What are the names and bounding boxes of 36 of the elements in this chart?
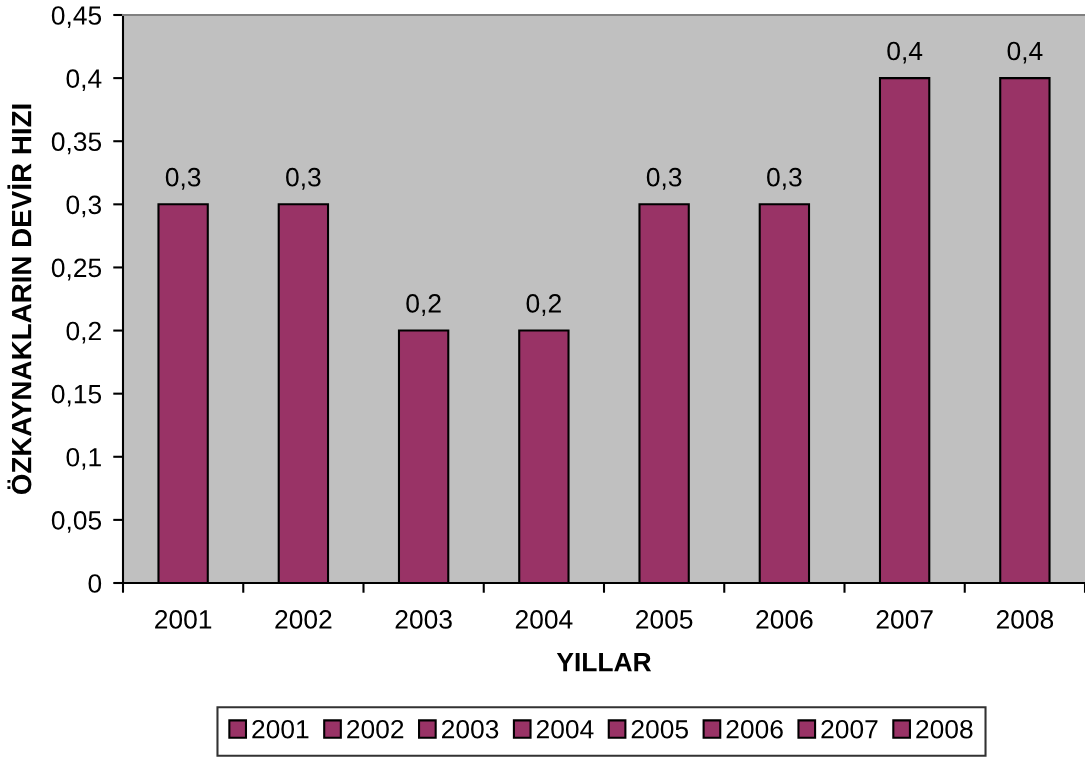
y-tick-label: 0,15	[51, 384, 102, 407]
x-tick-label: 2006	[756, 610, 813, 629]
y-tick-label: 0	[88, 574, 102, 593]
data-label: 0,4	[887, 41, 923, 64]
x-tick-label: 2007	[876, 610, 933, 629]
legend-label: 2001	[252, 719, 309, 739]
data-label: 0,2	[406, 294, 441, 316]
x-tick-label: 2005	[636, 610, 693, 629]
legend-label: 2002	[347, 719, 404, 739]
x-tick-label: 2004	[515, 610, 573, 629]
y-tick-label: 0,3	[66, 195, 102, 218]
x-tick-label: 2001	[155, 610, 212, 629]
x-axis-title: YILLAR	[556, 653, 652, 672]
y-tick-label: 0,2	[66, 321, 101, 344]
data-label: 0,3	[165, 167, 201, 190]
data-label: 0,3	[286, 167, 321, 190]
x-tick-label: 2008	[996, 610, 1054, 629]
legend-label: 2003	[442, 719, 499, 739]
y-tick-label: 0,1	[66, 447, 101, 470]
y-tick-label: 0,4	[66, 69, 102, 92]
x-tick-label: 2002	[275, 610, 332, 629]
legend-label: 2004	[536, 719, 594, 739]
data-label: 0,4	[1007, 41, 1043, 64]
data-label: 0,2	[526, 294, 561, 316]
data-label: 0,3	[646, 167, 682, 190]
y-tick-label: 0,25	[51, 258, 102, 281]
legend-label: 2008	[916, 719, 973, 739]
y-tick-label: 0,35	[51, 132, 102, 155]
y-tick-label: 0,45	[51, 6, 102, 28]
legend-label: 2005	[631, 719, 688, 739]
x-tick-label: 2003	[395, 610, 452, 629]
y-tick-label: 0,05	[51, 511, 102, 533]
data-label: 0,3	[767, 167, 802, 190]
legend-label: 2006	[726, 719, 783, 739]
legend-label: 2007	[821, 719, 878, 739]
y-axis-title: ÖZKAYNAKLARIN DEVİR HIZI	[7, 104, 32, 495]
